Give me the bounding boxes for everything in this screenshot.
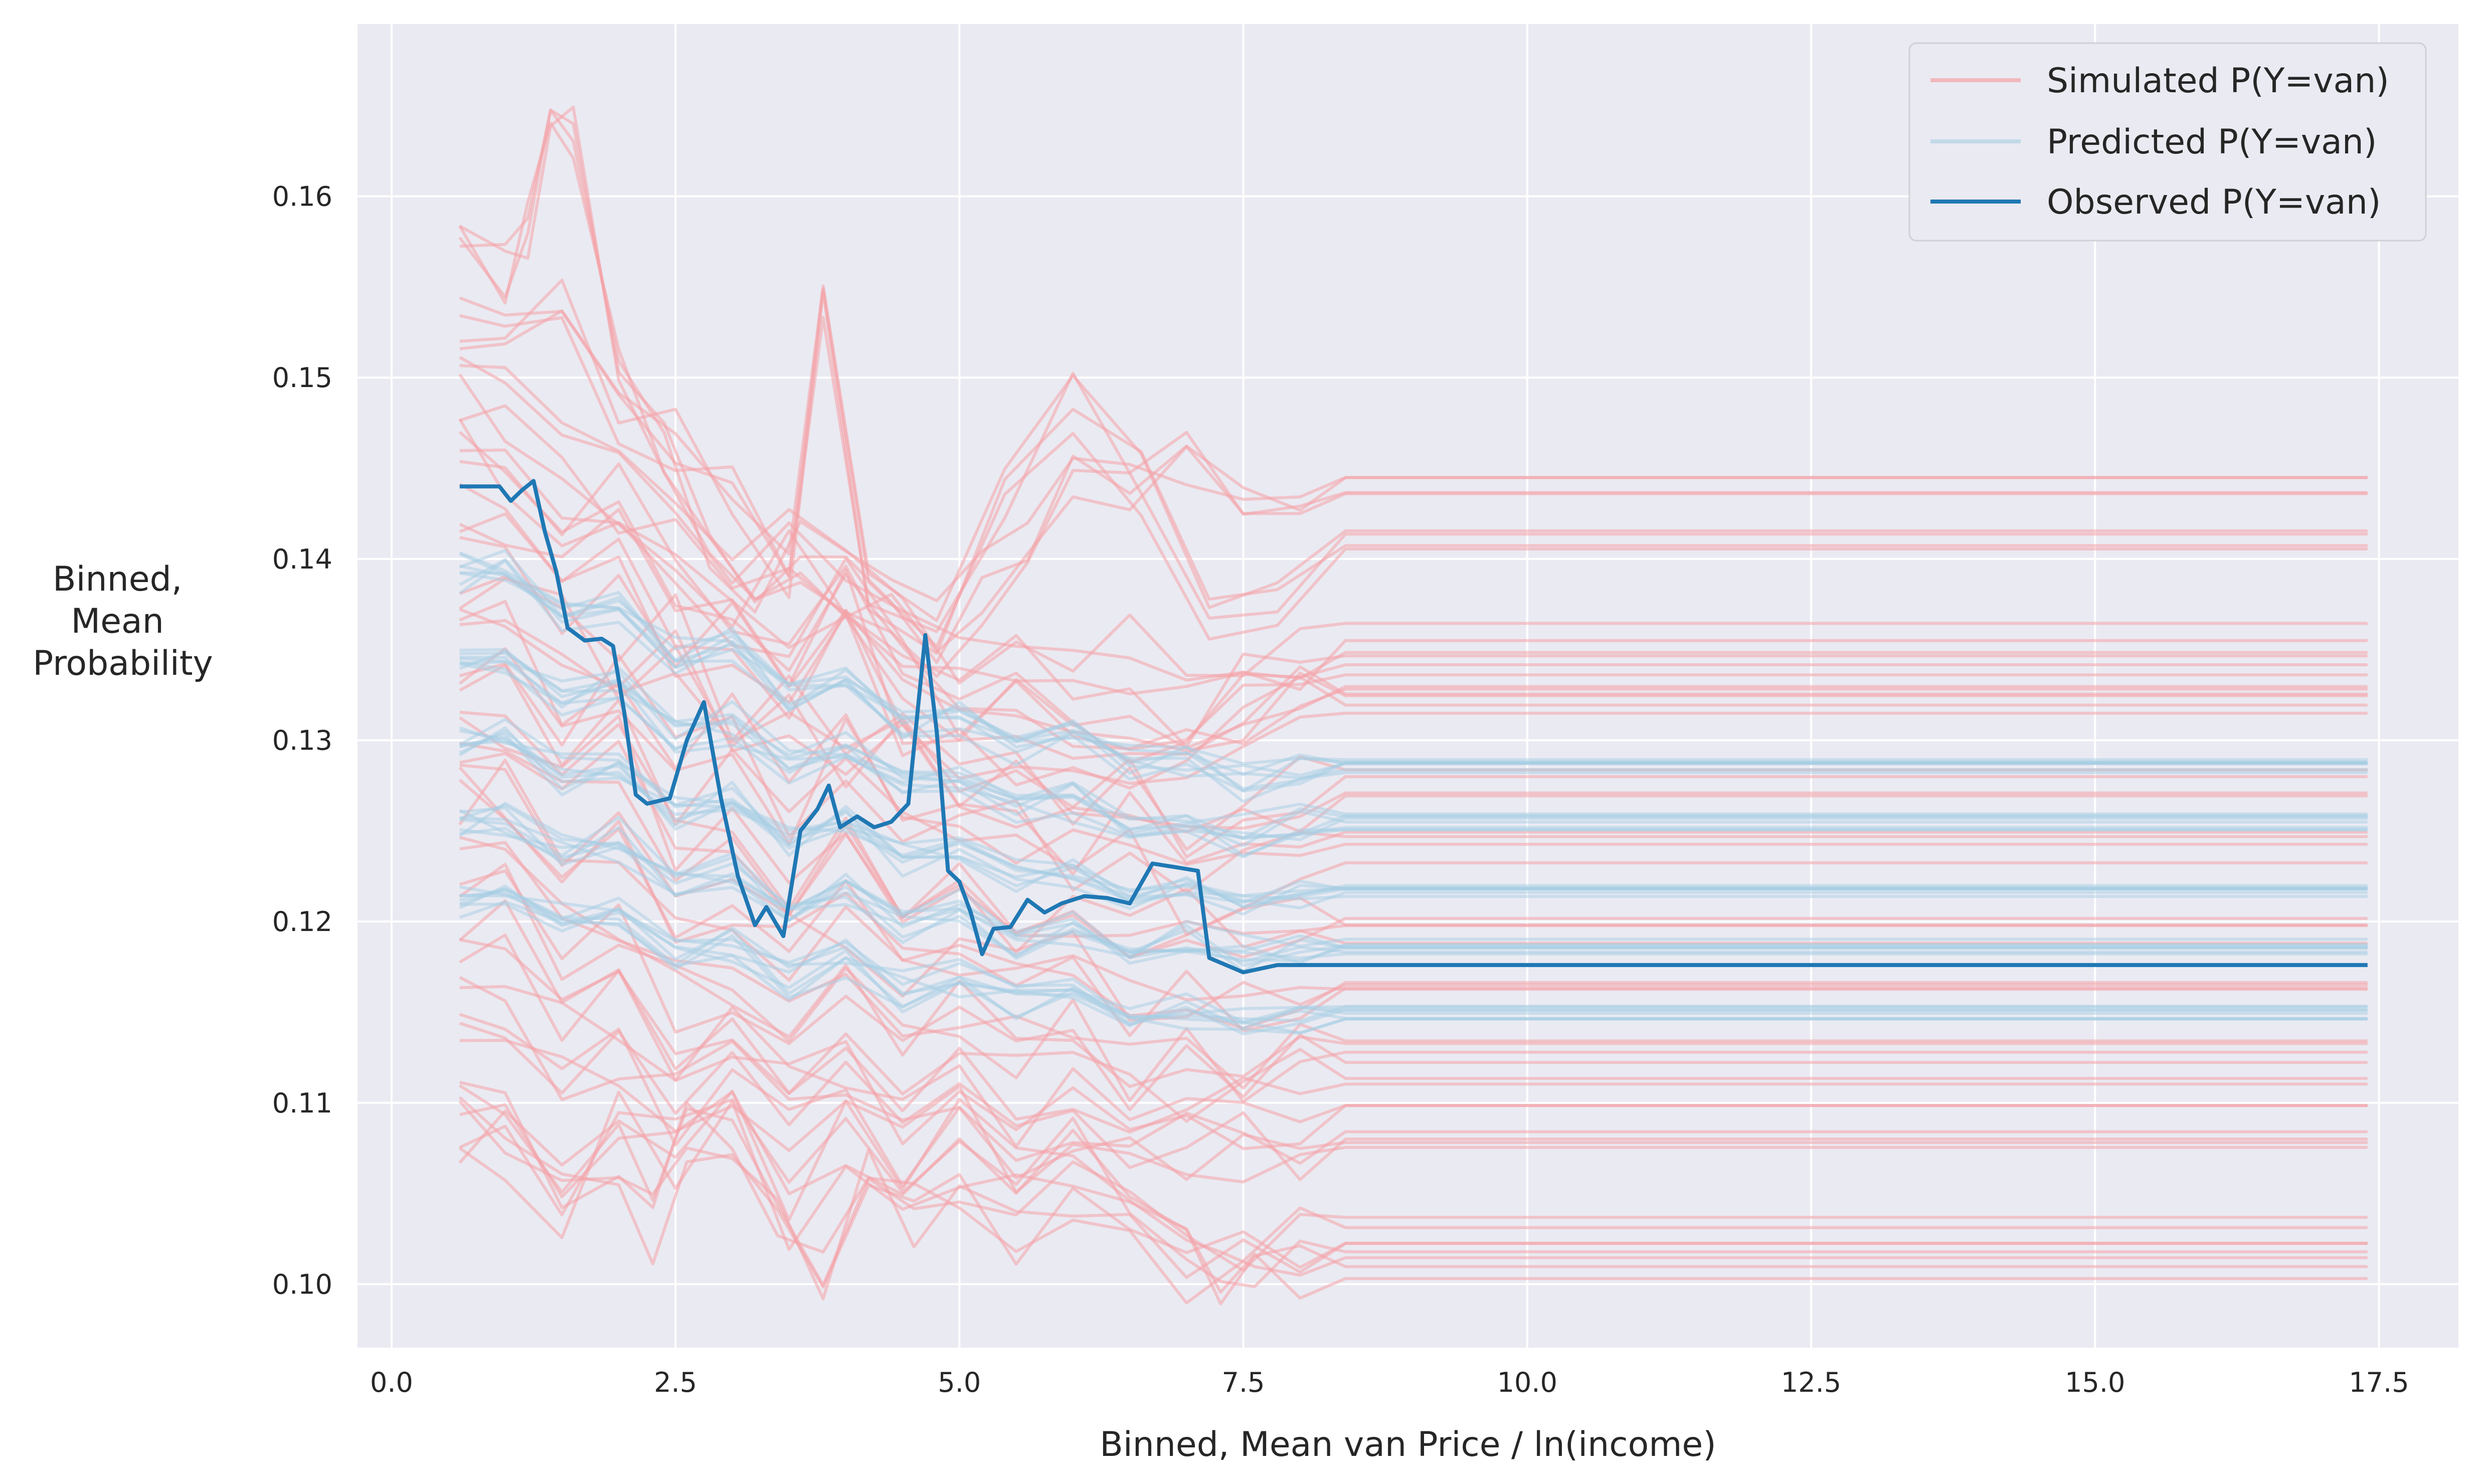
predicted-line (459, 729, 2368, 909)
y-tick-label: 0.16 (272, 181, 332, 213)
x-axis-title: Binned, Mean van Price / ln(income) (1100, 1425, 1716, 1464)
simulated-line (458, 1100, 2368, 1301)
x-tick-label: 5.0 (938, 1367, 981, 1398)
legend-box (1908, 42, 2427, 242)
predicted-line (459, 816, 2368, 959)
y-tick-label: 0.13 (272, 724, 332, 756)
predicted-line (459, 735, 2368, 916)
simulated-line (459, 364, 2368, 685)
y-tick-label: 0.14 (272, 543, 332, 575)
simulated-line (459, 1090, 2368, 1300)
grid (358, 24, 2458, 1348)
observed-series-line (459, 479, 2368, 975)
simulated-line (459, 508, 2368, 760)
x-tick-label: 17.5 (2349, 1367, 2409, 1398)
predicted-line (459, 887, 2368, 1036)
predicted-line (459, 806, 2368, 958)
simulated-line (459, 1090, 2368, 1306)
x-tick-label: 7.5 (1222, 1367, 1265, 1398)
legend-label-simulated: Simulated P(Y=van) (2047, 61, 2389, 101)
predicted-line (459, 809, 2368, 973)
predicted-line (459, 816, 2368, 960)
simulated-line (459, 1098, 2368, 1288)
predicted-line (459, 559, 2368, 803)
simulated-line (459, 934, 2368, 1148)
x-tick-label: 2.5 (654, 1367, 697, 1398)
simulated-line (459, 836, 2368, 1088)
simulated-line (459, 1021, 2368, 1181)
y-tick-label: 0.12 (272, 906, 332, 938)
predicted-line (459, 655, 2368, 841)
x-tick-label: 10.0 (1497, 1367, 1557, 1398)
y-tick-label: 0.15 (272, 362, 332, 394)
x-tick-labels: 0.0 2.5 5.0 7.5 10.0 12.5 15.0 17.5 (370, 1367, 2409, 1398)
simulated-line (459, 739, 2368, 945)
simulated-line (459, 741, 2368, 954)
observed-line (459, 479, 2368, 975)
predicted-line (459, 558, 2368, 776)
predicted-line (459, 657, 2368, 840)
simulated-line (459, 536, 2368, 785)
legend-label-observed: Observed P(Y=van) (2047, 182, 2381, 222)
simulated-line (459, 287, 2368, 648)
x-tick-label: 12.5 (1781, 1367, 1841, 1398)
simulated-line (459, 938, 2368, 1134)
predicted-line (459, 652, 2368, 847)
simulated-line (459, 764, 2368, 1022)
y-tick-label: 0.10 (272, 1268, 332, 1300)
predicted-line (459, 549, 2368, 793)
y-axis-title-line-2: Mean (71, 602, 164, 641)
predicted-line (459, 552, 2368, 777)
predicted-line (459, 887, 2368, 1030)
simulated-line (459, 710, 2368, 960)
y-tick-labels: 0.10 0.11 0.12 0.13 0.14 0.15 0.16 (272, 181, 332, 1301)
y-axis-title: Binned, Mean Probability (33, 560, 213, 683)
simulated-line (458, 121, 2368, 678)
predicted-line (459, 565, 2368, 793)
simulated-line (459, 654, 2368, 894)
y-axis-title-line-3: Probability (33, 644, 213, 683)
simulated-lines (458, 105, 2368, 1306)
simulated-line (459, 976, 2368, 1165)
simulated-line (459, 284, 2368, 622)
predicted-line (459, 729, 2368, 905)
simulated-line (458, 1089, 2368, 1277)
legend: Simulated P(Y=van) Predicted P(Y=van) Ob… (1908, 42, 2427, 242)
predicted-line (459, 900, 2368, 1035)
predicted-line (459, 662, 2368, 859)
x-tick-label: 0.0 (370, 1367, 413, 1398)
predicted-lines (459, 549, 2368, 1036)
x-tick-label: 15.0 (2065, 1367, 2125, 1398)
legend-label-predicted: Predicted P(Y=van) (2047, 122, 2377, 162)
y-axis-title-line-1: Binned, (53, 560, 182, 599)
predicted-line (459, 826, 2368, 967)
predicted-line (459, 890, 2368, 1019)
y-tick-label: 0.11 (272, 1087, 332, 1119)
